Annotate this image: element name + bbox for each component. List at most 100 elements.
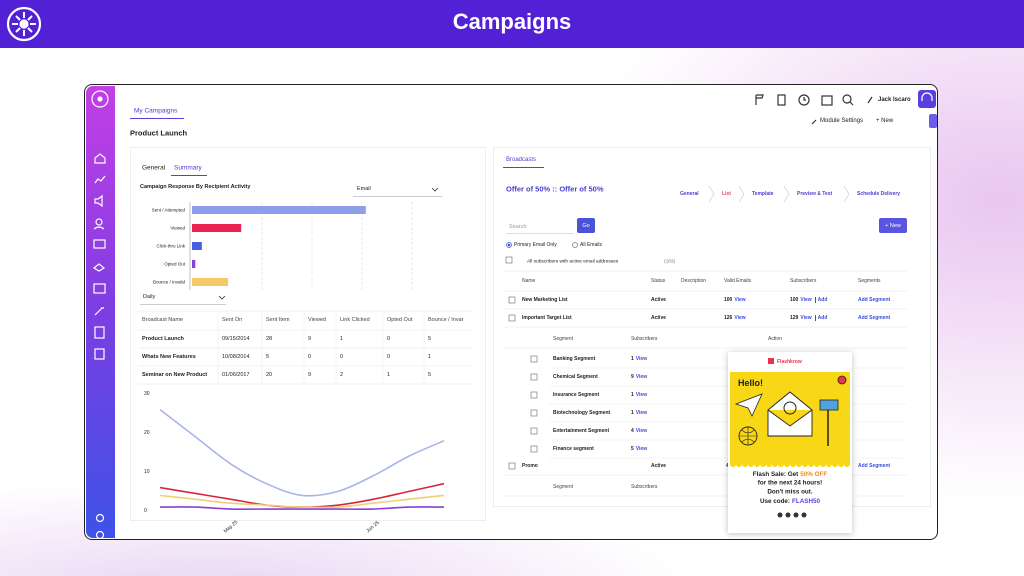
add-segment[interactable]: Add Segment	[858, 315, 891, 321]
sidebar-logo[interactable]	[91, 90, 109, 108]
segment-name: Banking Segment	[553, 356, 596, 362]
cell: 5	[428, 372, 432, 378]
checkbox	[508, 314, 516, 322]
add-link[interactable]: Add	[814, 315, 828, 321]
y-tick-label: 0	[144, 508, 147, 514]
wizard-step[interactable]: Template	[752, 191, 774, 197]
tab[interactable]: My Campaigns	[134, 107, 178, 115]
cell: 1	[340, 336, 344, 342]
wizard-step[interactable]: Preview & Test	[797, 191, 833, 197]
side-tab[interactable]	[929, 114, 937, 128]
column-header: Link Clicked	[340, 317, 370, 323]
cell: 0	[308, 354, 312, 360]
view-link[interactable]: View	[734, 315, 746, 321]
status: Active	[651, 315, 667, 321]
tab[interactable]: General	[142, 164, 166, 172]
bar	[192, 242, 202, 250]
status: Active	[651, 297, 667, 303]
view-link[interactable]: View	[635, 392, 648, 398]
tab[interactable]: Broadcasts	[506, 157, 537, 163]
add-segment[interactable]: Add Segment	[858, 463, 891, 469]
view-link[interactable]: View	[635, 356, 648, 362]
sidebar-icons[interactable]	[92, 153, 106, 540]
channel-value[interactable]: Email	[357, 186, 371, 192]
column-header: Segment	[553, 336, 574, 342]
new-button[interactable]	[879, 218, 907, 233]
scallop	[772, 461, 778, 467]
add-link[interactable]: Add	[814, 297, 828, 303]
cell: 2	[340, 372, 344, 378]
go-label[interactable]: Go	[582, 222, 590, 229]
segment-name: Entertainment Segment	[553, 428, 610, 434]
email-preview: Flashkrow Hello! Flash Sale: Get 50% OFF for…	[728, 352, 852, 533]
column-header: Name	[522, 278, 536, 284]
app-logo[interactable]	[6, 6, 42, 42]
radio-label[interactable]: Primary Email Only	[514, 242, 557, 248]
view-link[interactable]: View	[734, 297, 746, 303]
segment-name: Chemical Segment	[553, 374, 598, 380]
count: 100	[790, 297, 799, 303]
header-icons[interactable]	[755, 94, 873, 106]
scallop	[742, 461, 748, 467]
offer-title: Offer of 50% :: Offer of 50%	[506, 184, 604, 194]
view-link[interactable]: View	[635, 446, 648, 452]
radio	[572, 242, 578, 248]
segment-name: Insurance Segment	[553, 392, 600, 398]
add-segment[interactable]: Add Segment	[858, 297, 891, 303]
period-select[interactable]	[140, 291, 226, 305]
scallop	[778, 461, 784, 467]
view-link[interactable]: View	[800, 297, 812, 303]
count: 1	[631, 392, 634, 398]
wizard-step[interactable]: List	[722, 191, 731, 197]
paper-plane	[734, 393, 763, 417]
column-header: Description	[681, 278, 707, 284]
wizard-step[interactable]: General	[680, 191, 699, 197]
tab[interactable]: Summary	[174, 164, 202, 172]
scallop	[844, 461, 850, 467]
cell: 28	[266, 336, 273, 342]
cell: 9	[308, 336, 312, 342]
new-button[interactable]: + New	[876, 118, 894, 124]
new-label[interactable]: + New	[885, 222, 901, 229]
count-cell: 129 View Add	[790, 314, 850, 322]
highlight: 50% OFF	[800, 471, 828, 478]
channel-select[interactable]	[353, 182, 442, 197]
count-cell: 5 View	[631, 445, 691, 453]
view-link[interactable]: View	[800, 315, 812, 321]
cell: 09/15/2014	[222, 336, 250, 342]
count-cell: 100 View Add	[790, 296, 850, 304]
chart-title: Campaign Response By Recipient Activity	[140, 184, 251, 190]
view-link[interactable]: View	[635, 410, 648, 416]
period-value[interactable]: Daily	[143, 294, 156, 300]
radio	[506, 242, 512, 248]
column-header: Subscribers	[631, 336, 658, 342]
column-header: Opted Out	[387, 317, 413, 323]
search-input[interactable]	[506, 219, 574, 234]
series-line	[159, 494, 445, 509]
tab-underline	[171, 175, 207, 176]
email-hero	[730, 372, 850, 464]
radio-label[interactable]: All Emails	[580, 242, 602, 248]
scallop	[766, 461, 772, 467]
bar	[192, 206, 366, 214]
count-cell: 1 View	[631, 391, 691, 399]
count-cell: 4 View	[631, 427, 691, 435]
view-link[interactable]: View	[635, 428, 648, 434]
wizard-step[interactable]: Schedule Delivery	[857, 191, 901, 197]
checkbox	[505, 256, 513, 264]
count: 1	[631, 356, 634, 362]
support-button[interactable]	[918, 90, 936, 108]
cell: 1	[387, 372, 391, 378]
promo-code: FLASH50	[792, 498, 821, 505]
segment-name: Biotechnology Segment	[553, 410, 611, 416]
text: Use code:	[759, 498, 791, 505]
cell: Product Launch	[142, 336, 184, 342]
count: 9	[631, 374, 634, 380]
bar-label: Click-thru Link	[156, 243, 185, 249]
view-link[interactable]: View	[635, 374, 648, 380]
go-button[interactable]	[577, 218, 595, 233]
step-chevron	[843, 185, 850, 203]
module-settings[interactable]: Module Settings	[820, 118, 864, 124]
column-header: Sent On	[222, 317, 243, 323]
